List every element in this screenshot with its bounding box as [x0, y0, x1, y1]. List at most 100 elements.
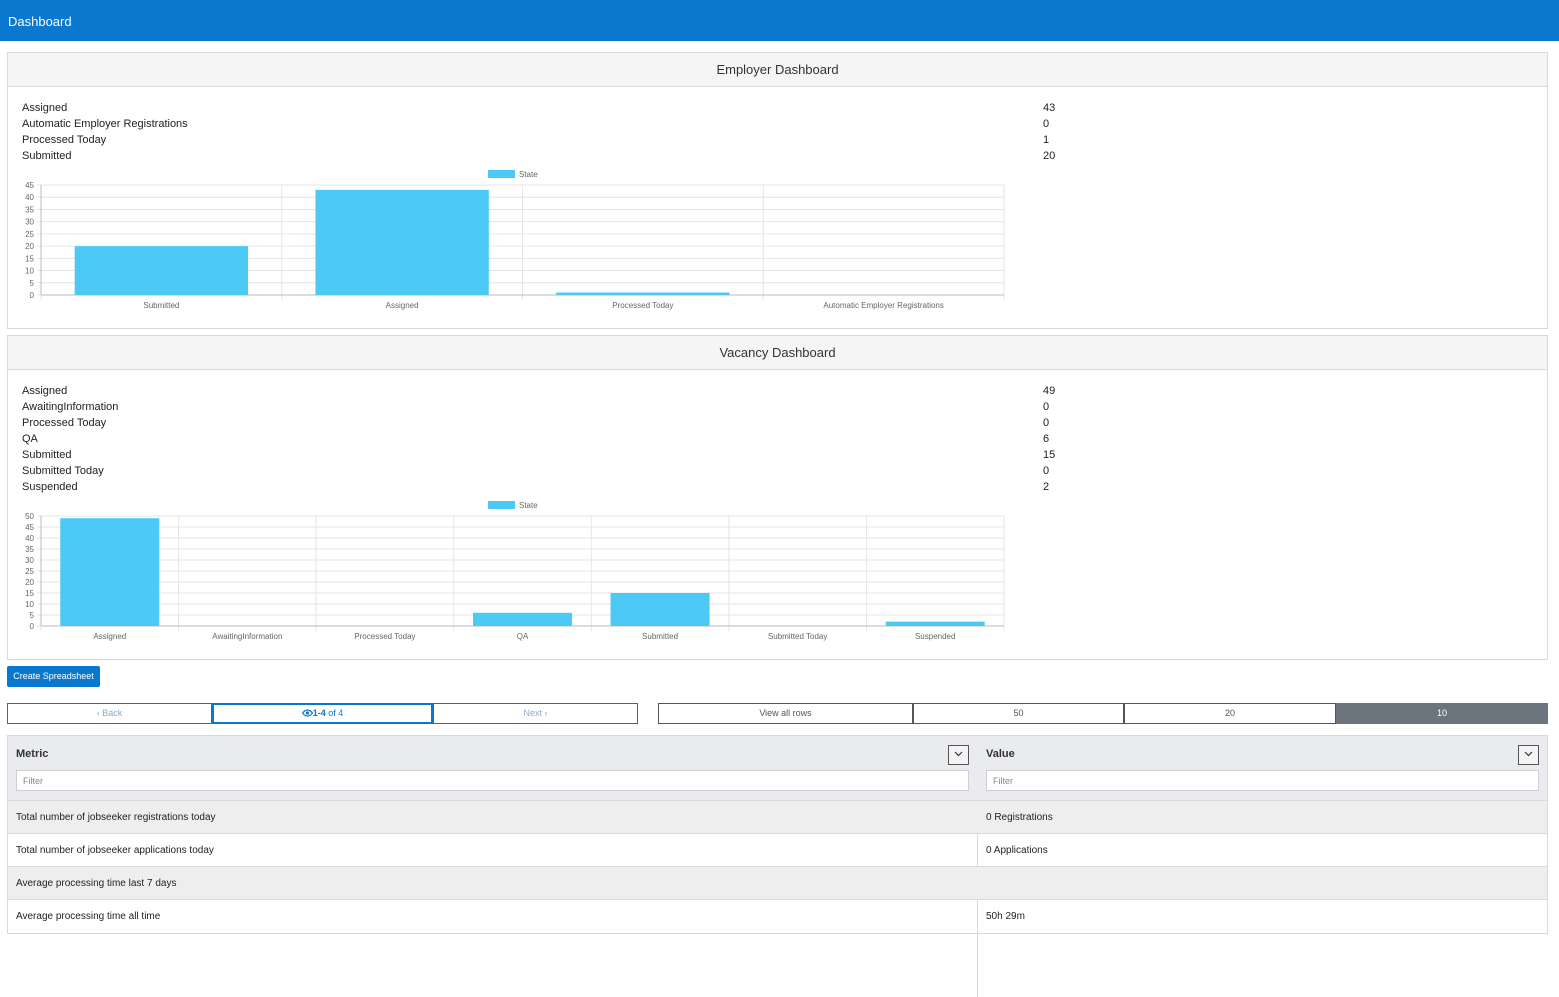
table-row: Average processing time all time 50h 29m	[8, 900, 1547, 933]
y-tick-label: 15	[25, 589, 34, 598]
x-tick-label: Submitted	[143, 301, 179, 310]
stat-label: Automatic Employer Registrations	[22, 118, 188, 130]
rows-10-button[interactable]: 10	[1336, 703, 1548, 724]
rows-20-button[interactable]: 20	[1124, 703, 1336, 724]
bar[interactable]	[74, 246, 249, 295]
metric-column-label: Metric	[16, 748, 49, 760]
back-label: Back	[102, 708, 123, 718]
y-tick-label: 10	[25, 600, 34, 609]
metric-filter-input[interactable]	[16, 770, 969, 791]
legend-swatch	[488, 501, 515, 509]
stat-value: 43	[1043, 102, 1056, 114]
value-column-label: Value	[986, 748, 1015, 760]
value-filter-input[interactable]	[986, 770, 1539, 791]
x-tick-label: Assigned	[93, 632, 126, 641]
vacancy-dashboard-panel: Vacancy Dashboard Assigned 49 AwaitingInf…	[7, 335, 1548, 660]
view-all-rows-button[interactable]: View all rows	[658, 703, 913, 724]
y-tick-label: 20	[25, 242, 34, 251]
stat-label: Assigned	[22, 385, 68, 397]
y-tick-label: 30	[25, 556, 34, 565]
x-tick-label: AwaitingInformation	[212, 632, 282, 641]
y-tick-label: 35	[25, 545, 34, 554]
x-tick-label: QA	[517, 632, 529, 641]
stat-row: AwaitingInformation 0	[22, 399, 1122, 415]
stat-row: Suspended 2	[22, 479, 1122, 495]
eye-icon	[301, 708, 314, 718]
page-range-indicator: 1-4 of 4	[212, 703, 433, 724]
next-button[interactable]: Next ›	[433, 703, 638, 724]
stat-label: Submitted Today	[22, 465, 104, 477]
value-cell: 0 Applications	[986, 845, 1048, 856]
x-tick-label: Automatic Employer Registrations	[823, 301, 944, 310]
y-tick-label: 45	[25, 181, 34, 190]
bar[interactable]	[60, 518, 160, 626]
stat-label: Submitted	[22, 150, 72, 162]
y-tick-label: 30	[25, 218, 34, 227]
x-tick-label: Assigned	[386, 301, 419, 310]
stat-row: QA 6	[22, 431, 1122, 447]
stat-value: 0	[1043, 417, 1050, 429]
metric-column-menu-button[interactable]	[948, 745, 969, 765]
stat-label: Processed Today	[22, 417, 107, 429]
table-header: Metric Value	[8, 736, 1547, 801]
y-tick-label: 5	[30, 611, 35, 620]
stat-value: 0	[1043, 401, 1050, 413]
stat-row: Assigned 43	[22, 100, 1122, 116]
metric-cell: Total number of jobseeker registrations …	[16, 812, 216, 823]
stat-row: Processed Today 0	[22, 415, 1122, 431]
stat-label: Processed Today	[22, 134, 107, 146]
stat-label: QA	[22, 433, 38, 445]
create-spreadsheet-button[interactable]: Create Spreadsheet	[7, 666, 100, 687]
page-range-total: of 4	[325, 708, 344, 718]
bar[interactable]	[610, 593, 710, 626]
y-tick-label: 20	[25, 578, 34, 587]
legend: State	[488, 170, 538, 179]
metric-cell: Average processing time last 7 days	[16, 878, 177, 889]
x-tick-label: Processed Today	[612, 301, 673, 310]
x-tick-label: Suspended	[915, 632, 955, 641]
y-tick-label: 40	[25, 534, 34, 543]
stat-label: Suspended	[22, 481, 78, 493]
y-tick-label: 0	[30, 291, 35, 300]
stat-value: 6	[1043, 433, 1050, 445]
y-tick-label: 10	[25, 267, 34, 276]
x-tick-label: Submitted Today	[768, 632, 827, 641]
stat-value: 15	[1043, 449, 1056, 461]
value-column-menu-button[interactable]	[1518, 745, 1539, 765]
y-tick-label: 25	[25, 567, 34, 576]
legend-label: State	[519, 170, 538, 179]
legend: State	[488, 501, 538, 510]
table-row: Total number of jobseeker registrations …	[8, 801, 1547, 834]
y-tick-label: 35	[25, 205, 34, 214]
chevron-down-icon	[954, 751, 963, 757]
employer-dashboard-panel: Employer Dashboard Assigned 43 Automatic …	[7, 52, 1548, 329]
stat-row: Submitted 15	[22, 447, 1122, 463]
bar[interactable]	[472, 612, 573, 626]
bar[interactable]	[315, 189, 489, 295]
stat-label: Assigned	[22, 102, 68, 114]
stat-row: Processed Today 1	[22, 132, 1122, 148]
metrics-table: Metric Value Total number of jobseeker r…	[7, 735, 1548, 997]
chevron-right-icon: ›	[544, 708, 548, 718]
bar[interactable]	[556, 292, 730, 295]
metric-cell: Total number of jobseeker applications t…	[16, 845, 214, 856]
table-row: Total number of jobseeker applications t…	[8, 834, 1547, 867]
stat-value: 2	[1043, 481, 1050, 493]
vacancy-chart: State 0 5 10 15 20 25 30 35 40 45 50 Assigned Awaitin…	[8, 496, 1018, 646]
back-button[interactable]: ‹ Back	[7, 703, 212, 724]
vacancy-bar-chart: State 0 5 10 15 20 25 30 35 40 45 50 Assigned Awaitin…	[25, 501, 1005, 641]
value-cell: 50h 29m	[986, 911, 1025, 922]
stat-row: Automatic Employer Registrations 0	[22, 116, 1122, 132]
x-tick-label: Processed Today	[354, 632, 415, 641]
vacancy-dashboard-title: Vacancy Dashboard	[8, 336, 1547, 370]
top-bar: Dashboard	[0, 0, 1559, 41]
chevron-down-icon	[1524, 751, 1533, 757]
stat-row: Assigned 49	[22, 383, 1122, 399]
rows-50-button[interactable]: 50	[913, 703, 1124, 724]
y-tick-label: 0	[30, 622, 35, 631]
employer-bar-chart: State 0 5 10 15 20 25 30 35 40 45 Submitted Assigned…	[25, 170, 1005, 310]
bar[interactable]	[885, 621, 985, 626]
stat-label: Submitted	[22, 449, 72, 461]
next-label: Next	[523, 708, 542, 718]
stat-label: AwaitingInformation	[22, 401, 119, 413]
